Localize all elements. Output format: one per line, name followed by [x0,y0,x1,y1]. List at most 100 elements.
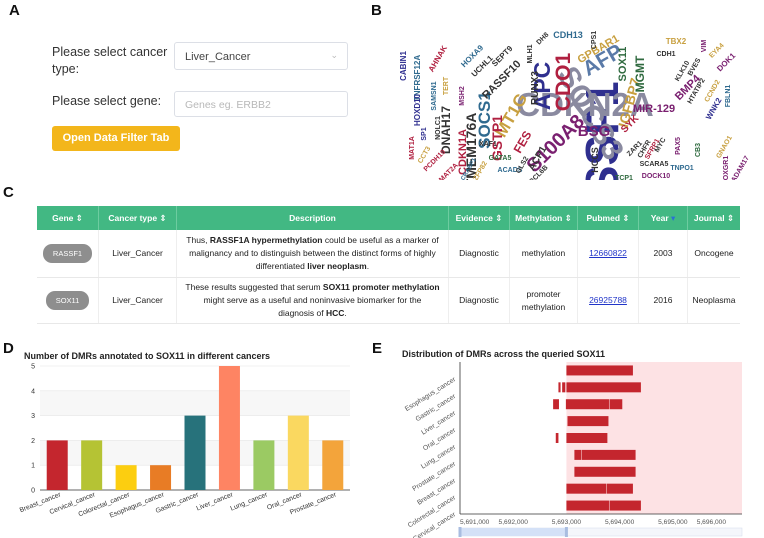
bar[interactable] [287,415,309,490]
word-cloud-term[interactable]: TERT [443,76,450,95]
zoom-slider-window[interactable] [460,528,567,536]
dmr-segment[interactable] [562,382,566,393]
dmr-count-bar-chart: 012345Breast_cancerCervical_cancerColore… [19,364,350,520]
word-cloud-term[interactable]: RUNX3 [530,71,541,105]
dmr-segment[interactable] [566,382,641,393]
zoom-handle-right[interactable] [564,527,568,537]
description-fragment: . [366,261,370,271]
word-cloud-term[interactable]: XAF1 [479,141,497,148]
dmr-segment[interactable] [574,466,636,477]
word-cloud-term[interactable]: TCP1 [615,175,633,180]
dmr-segment[interactable] [566,500,609,511]
word-cloud-term[interactable]: MIR-129 [633,103,675,115]
bar[interactable] [253,440,275,490]
dmr-segment[interactable] [609,399,623,410]
dmr-segment[interactable] [566,433,608,443]
word-cloud-term[interactable]: SCARA5 [640,161,669,168]
word-cloud-term[interactable]: DOCK10 [642,173,671,180]
bar[interactable] [218,366,240,490]
bar[interactable] [46,440,68,490]
grid-band [40,390,350,416]
word-cloud-term[interactable]: VIM [701,40,708,53]
word-cloud-term[interactable]: NOLC1 [435,116,442,140]
bar[interactable] [81,440,103,490]
word-cloud-term[interactable]: TBX2 [666,37,687,46]
gene-input[interactable]: Genes eg. ERBB2 [174,91,348,117]
cancer-type-select[interactable]: Liver_Cancer ⌄ [174,42,348,70]
word-cloud-term[interactable]: OXGR1 [723,156,730,180]
dmr-segment[interactable] [574,449,582,460]
word-cloud-term[interactable]: ACADS [498,167,523,174]
pubmed-link[interactable]: 12660822 [589,248,627,258]
word-cloud-term[interactable]: MSH2 [459,86,466,106]
word-cloud-term[interactable]: APC [529,62,555,111]
word-cloud-term[interactable]: CDKN1A [457,129,469,175]
word-cloud-term[interactable]: DNAH17 [439,106,453,154]
word-cloud-term[interactable]: RASSF1 [576,81,628,180]
word-cloud-term[interactable]: DH8 [536,31,551,46]
col-evidence-header[interactable]: Evidence ⇕ [449,206,510,230]
col-gene-header[interactable]: Gene ⇕ [37,206,99,230]
dmr-segment[interactable] [558,382,561,393]
cancer-type-cell: Liver_Cancer [99,278,177,323]
word-cloud-term[interactable]: SOX11 [617,47,629,82]
word-cloud-term[interactable]: SOCS1 [475,91,494,149]
x-tick-label: 5,691,000 [460,519,490,526]
journal-cell: Oncogene [694,248,734,258]
col-description-header[interactable]: Description [177,206,449,230]
col-methylation-header[interactable]: Methylation ⇕ [510,206,578,230]
dmr-segment[interactable] [606,483,633,494]
word-cloud-term[interactable]: GATA5 [489,155,512,162]
dmr-segment[interactable] [565,399,609,410]
word-cloud-term[interactable]: MGMT [633,55,647,92]
word-cloud-term[interactable]: CDH13 [553,30,583,40]
col-cancer-type-header[interactable]: Cancer type ⇕ [99,206,177,230]
gene-tag[interactable]: RASSF1 [42,244,93,263]
word-cloud-term[interactable]: SP1 [421,127,428,140]
word-cloud-term[interactable]: MAT1A [409,136,416,160]
col-year-header[interactable]: Year ▾ [639,206,688,230]
word-cloud-term[interactable]: CABIN1 [400,51,408,81]
dmr-segment[interactable] [555,433,559,443]
word-cloud-term[interactable]: AHNAK [427,44,449,74]
word-cloud-term[interactable]: TNPO1 [670,165,693,172]
col-pubmed-header[interactable]: Pubmed ⇕ [578,206,639,230]
cancer-type-cell: Liver_Cancer [99,230,177,277]
bar[interactable] [322,440,344,490]
word-cloud-term[interactable]: FBLN1 [725,85,732,108]
word-cloud-term[interactable]: ADAM17 [730,155,751,180]
word-cloud-term[interactable]: MLH1 [527,44,534,63]
word-cloud-term[interactable]: CPS1 [591,31,598,49]
word-cloud-term[interactable]: FES [511,128,535,155]
word-cloud-term[interactable]: CB3 [695,143,702,157]
dmr-segment[interactable] [566,365,633,376]
col-journal-header[interactable]: Journal ⇕ [693,213,735,223]
dmr-segment[interactable] [553,399,559,410]
word-cloud-term[interactable]: CDKN2A [516,86,654,123]
word-cloud-term[interactable]: BSG [578,123,611,140]
dmr-segment[interactable] [567,416,609,427]
word-cloud-term[interactable]: TMEM176A [463,113,479,180]
bar[interactable] [150,465,172,490]
dmr-segment[interactable] [581,449,636,460]
word-cloud-term[interactable]: CDH1 [656,51,675,58]
word-cloud-term[interactable]: PAX5 [675,137,682,155]
bar[interactable] [115,465,137,490]
zoom-handle-left[interactable] [458,527,462,537]
word-cloud-term[interactable]: TNFRSF12A [413,55,422,101]
gene-tag[interactable]: SOX11 [45,291,90,310]
methylation-cell: methylation [510,230,578,277]
dmr-segment[interactable] [566,483,607,494]
gene-input-placeholder: Genes eg. ERBB2 [185,99,271,111]
bar[interactable] [184,415,206,490]
word-cloud-term[interactable]: GSTP1 [489,115,505,161]
open-data-filter-button[interactable]: Open Data Filter Tab [52,126,180,151]
pubmed-link[interactable]: 26925788 [589,295,627,305]
word-cloud-term[interactable]: EYA4 [708,42,726,60]
methylation-cell: promoter methylation [510,278,578,323]
word-cloud-term[interactable]: CDO1 [552,53,575,112]
dmr-segment[interactable] [609,500,641,511]
word-cloud-term[interactable]: SAMSN1 [431,81,438,110]
word-cloud-term[interactable]: HOXD10 [413,93,422,126]
word-cloud-term[interactable]: HCCS [590,147,600,173]
